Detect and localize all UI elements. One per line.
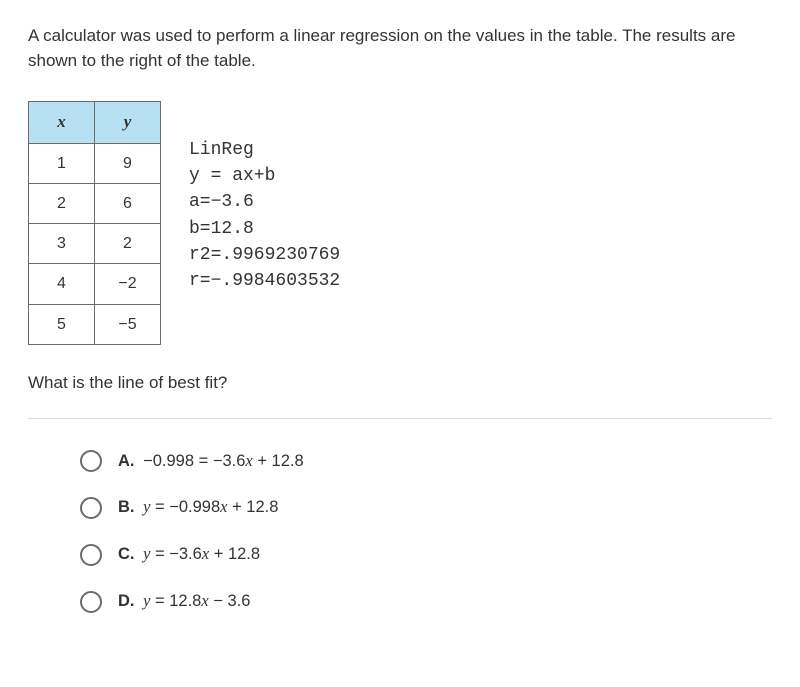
option-b[interactable]: B. y = −0.998x + 12.8 (80, 495, 772, 520)
option-text: D. y = 12.8x − 3.6 (118, 589, 250, 614)
cell-y: −5 (95, 304, 161, 344)
cell-y: 6 (95, 184, 161, 224)
cell-y: 2 (95, 224, 161, 264)
data-table: x y 1 9 2 6 3 2 4 −2 5 −5 (28, 101, 161, 345)
cell-x: 5 (29, 304, 95, 344)
linreg-a: a=−3.6 (189, 189, 340, 215)
question-prompt: A calculator was used to perform a linea… (28, 24, 772, 73)
answer-options: A. −0.998 = −3.6x + 12.8 B. y = −0.998x … (28, 449, 772, 615)
col-header-x: x (29, 102, 95, 144)
option-body: −0.998 = −3.6x + 12.8 (143, 452, 304, 470)
option-body: y = 12.8x − 3.6 (143, 592, 250, 610)
radio-icon[interactable] (80, 497, 102, 519)
col-header-y: y (95, 102, 161, 144)
linreg-b: b=12.8 (189, 216, 340, 242)
linreg-r: r=−.9984603532 (189, 268, 340, 294)
cell-x: 3 (29, 224, 95, 264)
cell-y: −2 (95, 264, 161, 304)
radio-icon[interactable] (80, 591, 102, 613)
sub-question: What is the line of best fit? (28, 371, 772, 396)
linreg-r2: r2=.9969230769 (189, 242, 340, 268)
cell-x: 2 (29, 184, 95, 224)
linreg-output: LinReg y = ax+b a=−3.6 b=12.8 r2=.996923… (189, 137, 340, 294)
option-body: y = −3.6x + 12.8 (143, 545, 260, 563)
option-a[interactable]: A. −0.998 = −3.6x + 12.8 (80, 449, 772, 474)
cell-y: 9 (95, 143, 161, 183)
table-row: 5 −5 (29, 304, 161, 344)
option-body: y = −0.998x + 12.8 (143, 498, 278, 516)
content-row: x y 1 9 2 6 3 2 4 −2 5 −5 LinReg y = ax+… (28, 101, 772, 345)
option-text: B. y = −0.998x + 12.8 (118, 495, 278, 520)
table-row: 2 6 (29, 184, 161, 224)
option-d[interactable]: D. y = 12.8x − 3.6 (80, 589, 772, 614)
linreg-title: LinReg (189, 137, 340, 163)
table-row: 1 9 (29, 143, 161, 183)
divider (28, 418, 772, 419)
radio-icon[interactable] (80, 450, 102, 472)
table-row: 4 −2 (29, 264, 161, 304)
option-text: C. y = −3.6x + 12.8 (118, 542, 260, 567)
table-header-row: x y (29, 102, 161, 144)
option-letter: B. (118, 498, 135, 516)
option-letter: C. (118, 545, 135, 563)
cell-x: 1 (29, 143, 95, 183)
linreg-equation: y = ax+b (189, 163, 340, 189)
option-letter: D. (118, 592, 135, 610)
option-text: A. −0.998 = −3.6x + 12.8 (118, 449, 304, 474)
cell-x: 4 (29, 264, 95, 304)
table-row: 3 2 (29, 224, 161, 264)
radio-icon[interactable] (80, 544, 102, 566)
option-letter: A. (118, 452, 135, 470)
option-c[interactable]: C. y = −3.6x + 12.8 (80, 542, 772, 567)
